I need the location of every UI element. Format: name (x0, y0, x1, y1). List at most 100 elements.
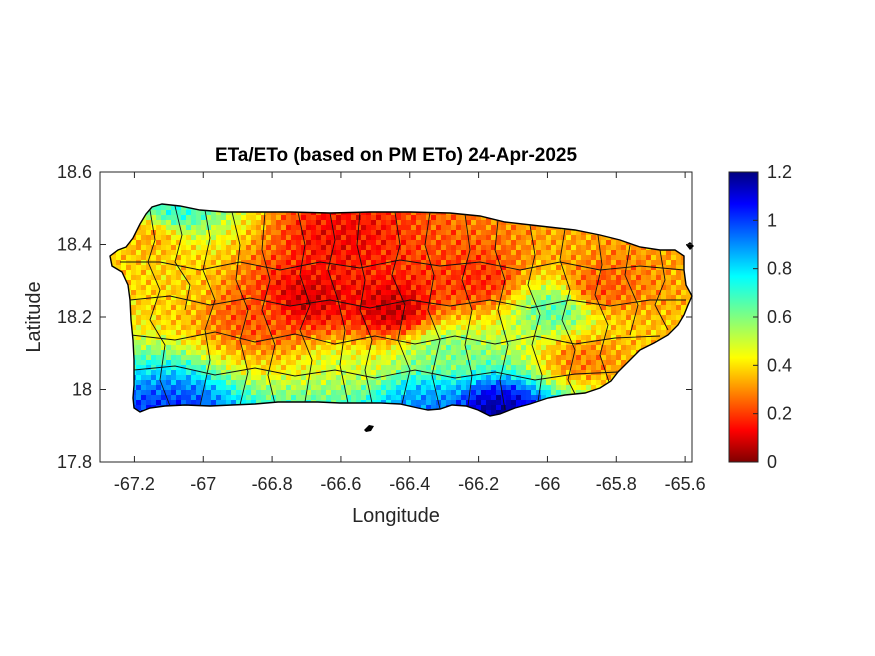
raster-cell (316, 340, 322, 346)
raster-cell (161, 240, 167, 246)
raster-cell (141, 255, 147, 261)
raster-cell (246, 325, 252, 331)
raster-cell (576, 360, 582, 366)
raster-cell (191, 240, 197, 246)
raster-cell (141, 380, 147, 386)
raster-cell (486, 285, 492, 291)
raster-cell (241, 270, 247, 276)
raster-cell (221, 270, 227, 276)
raster-cell (161, 320, 167, 326)
raster-cell (116, 260, 122, 266)
raster-cell (276, 330, 282, 336)
raster-cell (136, 355, 142, 361)
raster-cell (146, 210, 152, 216)
raster-cell (426, 270, 432, 276)
raster-cell (191, 345, 197, 351)
raster-cell (511, 295, 517, 301)
raster-cell (606, 355, 612, 361)
raster-cell (331, 235, 337, 241)
raster-cell (411, 245, 417, 251)
raster-cell (296, 315, 302, 321)
raster-cell (541, 375, 547, 381)
raster-cell (286, 250, 292, 256)
raster-cell (456, 365, 462, 371)
raster-cell (176, 290, 182, 296)
raster-cell (496, 365, 502, 371)
raster-cell (516, 345, 522, 351)
raster-cell (471, 230, 477, 236)
raster-cell (506, 240, 512, 246)
raster-cell (591, 280, 597, 286)
raster-cell (316, 290, 322, 296)
raster-cell (136, 330, 142, 336)
raster-cell (566, 270, 572, 276)
raster-cell (516, 400, 522, 406)
raster-cell (156, 295, 162, 301)
raster-cell (596, 380, 602, 386)
raster-cell (461, 245, 467, 251)
raster-cell (501, 265, 507, 271)
raster-cell (246, 395, 252, 401)
raster-cell (491, 335, 497, 341)
raster-cell (321, 390, 327, 396)
raster-cell (526, 370, 532, 376)
raster-cell (441, 235, 447, 241)
raster-cell (371, 270, 377, 276)
raster-cell (296, 255, 302, 261)
raster-cell (431, 225, 437, 231)
raster-cell (271, 230, 277, 236)
raster-cell (661, 255, 667, 261)
raster-cell (616, 365, 622, 371)
raster-cell (371, 275, 377, 281)
raster-cell (586, 255, 592, 261)
raster-cell (271, 305, 277, 311)
raster-cell (326, 245, 332, 251)
raster-cell (461, 350, 467, 356)
raster-cell (471, 345, 477, 351)
raster-cell (166, 390, 172, 396)
raster-cell (166, 365, 172, 371)
raster-cell (211, 245, 217, 251)
raster-cell (316, 230, 322, 236)
raster-cell (261, 245, 267, 251)
raster-cell (261, 290, 267, 296)
raster-cell (451, 225, 457, 231)
raster-cell (621, 340, 627, 346)
raster-cell (176, 310, 182, 316)
raster-cell (376, 225, 382, 231)
raster-cell (521, 385, 527, 391)
raster-cell (456, 235, 462, 241)
raster-cell (321, 350, 327, 356)
raster-cell (581, 235, 587, 241)
raster-cell (441, 390, 447, 396)
raster-cell (606, 245, 612, 251)
raster-cell (216, 245, 222, 251)
raster-cell (216, 350, 222, 356)
raster-cell (226, 400, 232, 406)
raster-cell (486, 310, 492, 316)
raster-cell (201, 280, 207, 286)
raster-cell (521, 315, 527, 321)
raster-cell (641, 325, 647, 331)
raster-cell (181, 345, 187, 351)
raster-cell (396, 220, 402, 226)
raster-cell (411, 290, 417, 296)
raster-cell (461, 215, 467, 221)
raster-cell (401, 270, 407, 276)
raster-cell (371, 225, 377, 231)
raster-cell (256, 275, 262, 281)
raster-cell (221, 230, 227, 236)
raster-cell (151, 330, 157, 336)
raster-cell (566, 255, 572, 261)
raster-cell (481, 315, 487, 321)
raster-cell (391, 240, 397, 246)
raster-cell (451, 385, 457, 391)
raster-cell (211, 285, 217, 291)
raster-cell (391, 290, 397, 296)
raster-cell (516, 285, 522, 291)
raster-cell (471, 365, 477, 371)
raster-cell (631, 340, 637, 346)
raster-cell (506, 290, 512, 296)
raster-cell (496, 245, 502, 251)
raster-cell (506, 320, 512, 326)
